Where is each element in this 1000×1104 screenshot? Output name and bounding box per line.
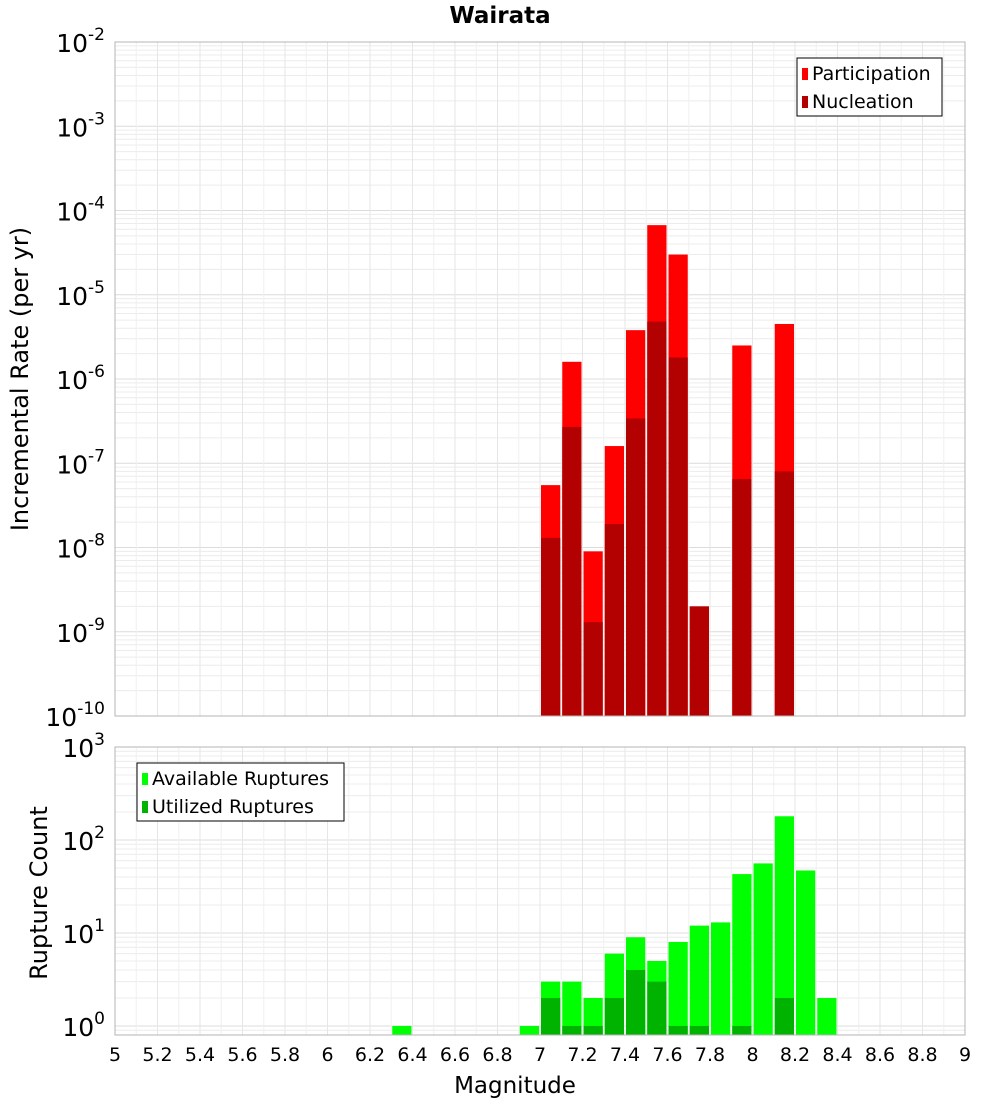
- plot-border: [114, 41, 966, 717]
- bar-utilized-ruptures: [689, 1025, 709, 1035]
- y-tick-label: 10-9: [56, 615, 105, 648]
- x-tick-label: 8: [746, 1044, 758, 1066]
- y-tick-label: 101: [62, 916, 105, 949]
- legend-label: Utilized Ruptures: [152, 796, 314, 818]
- bar-nucleation: [583, 622, 603, 716]
- x-tick-label: 5.8: [270, 1044, 300, 1066]
- x-tick-label: 6.4: [397, 1044, 427, 1066]
- bar-nucleation: [541, 537, 561, 716]
- bar-utilized-ruptures: [647, 981, 667, 1035]
- bar-nucleation: [604, 524, 624, 716]
- x-tick-label: 6.6: [440, 1044, 470, 1066]
- y-tick-label: 10-5: [56, 278, 105, 311]
- y-axis-label: Incremental Rate (per yr): [6, 227, 34, 531]
- x-tick-label: 5.2: [142, 1044, 172, 1066]
- x-tick-label: 5.4: [185, 1044, 215, 1066]
- x-tick-label: 7: [534, 1044, 546, 1066]
- x-tick-label: 6.8: [482, 1044, 512, 1066]
- y-axis-label: Rupture Count: [25, 806, 53, 980]
- bar-nucleation: [732, 479, 752, 716]
- y-tick-label: 10-7: [56, 446, 105, 479]
- bar-available-ruptures: [583, 997, 603, 1035]
- x-tick-label: 8.8: [907, 1044, 937, 1066]
- legend-label: Available Ruptures: [152, 768, 329, 790]
- bar-available-ruptures: [796, 870, 816, 1035]
- legend-swatch: [142, 773, 148, 785]
- bar-available-ruptures: [753, 863, 773, 1035]
- legend-label: Participation: [812, 63, 931, 85]
- bar-utilized-ruptures: [604, 997, 624, 1035]
- bar-utilized-ruptures: [562, 1025, 582, 1035]
- legend-swatch: [802, 96, 808, 108]
- bar-nucleation: [774, 471, 794, 716]
- bar-nucleation: [668, 357, 688, 716]
- y-tick-label: 10-3: [56, 109, 105, 142]
- legend-box: [796, 57, 943, 117]
- bar-available-ruptures: [668, 942, 688, 1035]
- chart-title: Wairata: [449, 3, 550, 29]
- bar-available-ruptures: [392, 1025, 412, 1035]
- y-tick-label: 100: [62, 1009, 105, 1042]
- y-tick-label: 10-10: [45, 699, 105, 732]
- x-tick-label: 8.6: [865, 1044, 895, 1066]
- bar-utilized-ruptures: [732, 1025, 752, 1035]
- bar-available-ruptures: [689, 925, 709, 1035]
- bar-nucleation: [647, 321, 667, 716]
- bar-nucleation: [626, 418, 646, 716]
- x-tick-label: 7.2: [567, 1044, 597, 1066]
- x-tick-label: 6.2: [355, 1044, 385, 1066]
- y-tick-label: 102: [62, 823, 105, 856]
- bar-nucleation: [562, 426, 582, 716]
- x-axis-label: Magnitude: [454, 1073, 576, 1099]
- x-tick-label: 6: [321, 1044, 333, 1066]
- legend-label: Nucleation: [812, 91, 914, 113]
- bar-available-ruptures: [732, 874, 752, 1035]
- legend-box: [136, 762, 345, 822]
- bar-utilized-ruptures: [774, 997, 794, 1035]
- x-tick-label: 5.6: [227, 1044, 257, 1066]
- bar-available-ruptures: [817, 997, 837, 1035]
- bar-utilized-ruptures: [541, 997, 561, 1035]
- x-tick-label: 7.6: [652, 1044, 682, 1066]
- y-tick-label: 103: [62, 730, 105, 763]
- x-tick-label: 9: [959, 1044, 971, 1066]
- x-tick-label: 5: [109, 1044, 121, 1066]
- bar-utilized-ruptures: [626, 969, 646, 1035]
- legend-swatch: [142, 801, 148, 813]
- bar-nucleation: [689, 606, 709, 716]
- bar-utilized-ruptures: [583, 1025, 603, 1035]
- legend-swatch: [802, 68, 808, 80]
- y-tick-label: 10-2: [56, 25, 105, 58]
- x-tick-label: 8.4: [822, 1044, 852, 1066]
- x-tick-label: 8.2: [780, 1044, 810, 1066]
- bar-available-ruptures: [711, 922, 731, 1035]
- bar-utilized-ruptures: [668, 1025, 688, 1035]
- y-tick-label: 10-4: [56, 194, 105, 227]
- y-tick-label: 10-8: [56, 531, 105, 564]
- bar-available-ruptures: [519, 1025, 539, 1035]
- x-tick-label: 7.8: [695, 1044, 725, 1066]
- y-tick-label: 10-6: [56, 362, 105, 395]
- bar-available-ruptures: [774, 816, 794, 1035]
- x-tick-label: 7.4: [610, 1044, 640, 1066]
- plot-border: [114, 746, 966, 1036]
- bar-available-ruptures: [562, 981, 582, 1035]
